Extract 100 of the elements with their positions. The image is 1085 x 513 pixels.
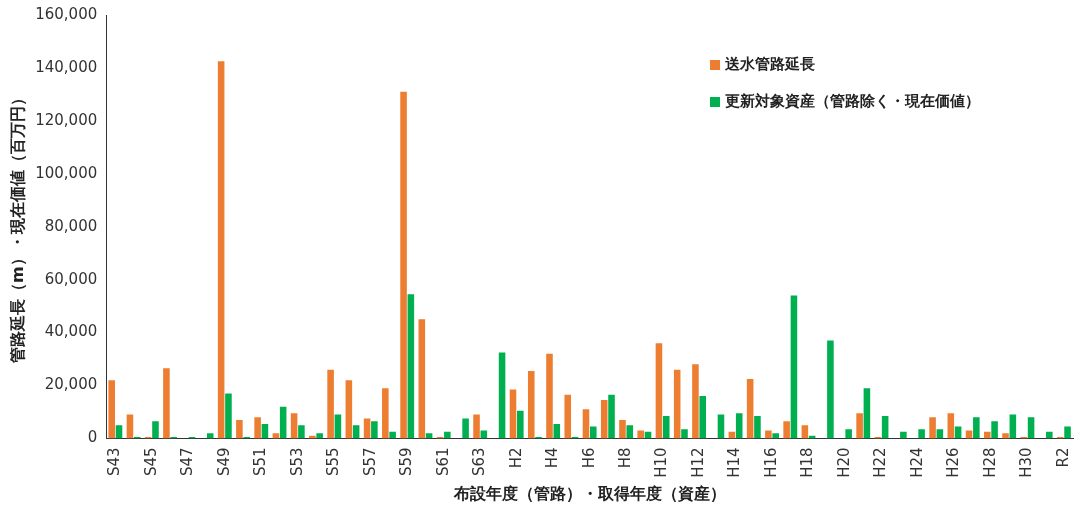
bar [316, 433, 323, 439]
bar [619, 419, 626, 439]
bar [352, 425, 360, 439]
bar [163, 368, 170, 439]
bar [480, 430, 488, 439]
x-tick-label: H26 [944, 447, 963, 478]
x-tick-label: H10 [652, 447, 671, 478]
bar [382, 388, 389, 439]
bar [746, 378, 754, 439]
bar [418, 319, 426, 439]
bar [1046, 431, 1053, 439]
x-tick-label: S43 [105, 447, 124, 477]
bar [765, 430, 772, 439]
bar [298, 425, 305, 439]
bar [984, 431, 991, 439]
y-tick-label: 140,000 [35, 57, 98, 76]
bar [473, 414, 480, 439]
bar [546, 353, 553, 439]
bar [655, 343, 663, 439]
bar [827, 340, 834, 439]
bar [681, 429, 688, 439]
bar [608, 394, 615, 439]
bar [947, 413, 955, 439]
x-tick-label: H18 [798, 447, 817, 478]
bar [217, 61, 225, 439]
x-tick-label: S61 [433, 447, 452, 477]
bar [637, 430, 644, 439]
x-tick-label: S51 [251, 447, 270, 477]
bar [345, 380, 353, 439]
bar [790, 295, 798, 439]
x-axis-title: 布設年度（管路）・取得年度（資産） [452, 483, 726, 503]
bar [918, 429, 925, 439]
y-tick-label: 160,000 [35, 4, 98, 23]
bar [400, 91, 407, 439]
x-tick-label: H30 [1017, 447, 1036, 478]
bar [845, 429, 852, 439]
x-tick-label: H14 [725, 447, 744, 478]
bar [772, 433, 779, 439]
bar [900, 431, 907, 439]
x-tick-label: S63 [470, 447, 489, 477]
bar [527, 370, 535, 439]
y-tick-label: 60,000 [44, 269, 98, 288]
x-tick-label: S55 [324, 447, 343, 477]
x-tick-label: H2 [506, 447, 525, 469]
x-tick-label: H24 [907, 447, 926, 478]
x-tick-label: H22 [871, 447, 890, 478]
bar [1064, 426, 1071, 439]
bar [673, 369, 681, 439]
bar [600, 400, 608, 439]
bar [735, 413, 743, 439]
bar [509, 389, 517, 439]
bar [626, 425, 634, 439]
bar [856, 413, 863, 439]
bar [973, 417, 980, 439]
bar [1027, 417, 1035, 439]
y-tick-label: 100,000 [35, 163, 98, 182]
x-tick-label: H16 [761, 447, 780, 478]
y-tick-label: 120,000 [35, 110, 98, 129]
bar [389, 431, 396, 439]
x-tick-label: S57 [360, 447, 379, 477]
x-tick-label: R2 [1053, 447, 1072, 468]
y-axis-title: 管路延長（m）・現在価値（百万円） [7, 90, 27, 365]
x-tick-label: S53 [287, 447, 306, 477]
x-tick-label: H20 [834, 447, 853, 478]
bar [254, 417, 261, 439]
x-tick-label: S59 [397, 447, 416, 477]
bar [564, 394, 572, 439]
x-tick-label: H28 [980, 447, 999, 478]
x-tick-label: H6 [579, 447, 598, 469]
bar [929, 417, 936, 439]
bar [444, 431, 451, 439]
x-tick-label: S45 [141, 447, 160, 477]
y-tick-label: 80,000 [44, 216, 98, 235]
x-tick-label: S49 [214, 447, 233, 477]
bar [115, 425, 123, 439]
bar [290, 413, 298, 439]
bar [589, 426, 597, 439]
y-tick-label: 20,000 [44, 375, 98, 394]
bar [152, 421, 159, 439]
bar [863, 388, 871, 439]
bar [236, 419, 243, 439]
x-tick-label: S47 [178, 447, 197, 477]
bar [801, 425, 809, 439]
bar [699, 396, 707, 439]
bar [225, 393, 232, 439]
y-tick-label: 40,000 [44, 322, 98, 341]
bar [498, 352, 506, 439]
bar [582, 409, 590, 439]
bar [965, 430, 973, 439]
bar [692, 364, 699, 439]
bar [1002, 433, 1009, 439]
x-tick-label: H12 [688, 447, 707, 478]
bar [462, 418, 469, 439]
bar [991, 421, 998, 439]
legend-label: 送水管路延長 [725, 55, 815, 74]
bar [754, 415, 761, 439]
x-tick-label: H8 [616, 447, 634, 469]
bar [108, 380, 115, 439]
bar [662, 415, 670, 439]
bar [517, 410, 524, 439]
